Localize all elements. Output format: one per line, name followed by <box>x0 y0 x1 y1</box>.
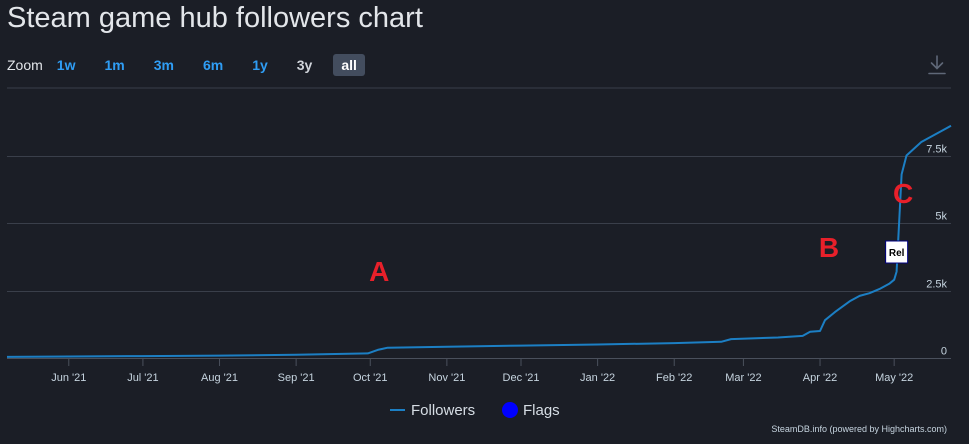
x-tick-label: Jun '21 <box>51 372 86 384</box>
x-tick-label: May '22 <box>875 372 913 384</box>
x-tick-label: Dec '21 <box>503 372 540 384</box>
release-flag <box>885 240 909 264</box>
zoom-3y-button[interactable]: 3y <box>289 54 321 76</box>
chart-credit: SteamDB.info (powered by Highcharts.com) <box>771 424 947 434</box>
zoom-3m-button[interactable]: 3m <box>146 54 182 76</box>
annotation-label-a: A <box>369 256 389 287</box>
followers-series-line <box>6 124 952 358</box>
legend-flags-swatch <box>502 402 518 418</box>
x-tick-label: Nov '21 <box>428 372 465 384</box>
zoom-1y-button[interactable]: 1y <box>244 54 276 76</box>
release-flag-label: Rel <box>889 248 905 259</box>
zoom-all-button[interactable]: all <box>333 54 365 76</box>
zoom-label: Zoom <box>7 57 43 73</box>
zoom-1m-button[interactable]: 1m <box>96 54 132 76</box>
x-tick-label: Mar '22 <box>725 372 761 384</box>
zoom-6m-button[interactable]: 6m <box>195 54 231 76</box>
chart-title: Steam game hub followers chart <box>7 2 423 34</box>
x-tick-label: Aug '21 <box>201 372 238 384</box>
y-tick-label: 7.5k <box>926 144 947 156</box>
y-tick-label: 5k <box>935 211 947 223</box>
x-tick-label: Feb '22 <box>656 372 692 384</box>
zoom-selector: Zoom 1w 1m 3m 6m 1y 3y all <box>7 53 378 77</box>
legend-followers-label[interactable]: Followers <box>411 402 475 419</box>
y-tick-label: 2.5k <box>926 279 947 291</box>
zoom-1w-button[interactable]: 1w <box>49 54 84 76</box>
x-tick-label: Sep '21 <box>278 372 315 384</box>
annotation-label-c: C <box>893 178 913 209</box>
y-tick-label: 0 <box>941 346 947 358</box>
x-tick-label: Jan '22 <box>580 372 615 384</box>
download-icon[interactable] <box>927 54 947 76</box>
x-tick-label: Jul '21 <box>127 372 158 384</box>
x-tick-label: Apr '22 <box>803 372 838 384</box>
annotation-label-b: B <box>819 232 839 263</box>
x-tick-label: Oct '21 <box>353 372 388 384</box>
legend-flags-label[interactable]: Flags <box>523 402 560 419</box>
